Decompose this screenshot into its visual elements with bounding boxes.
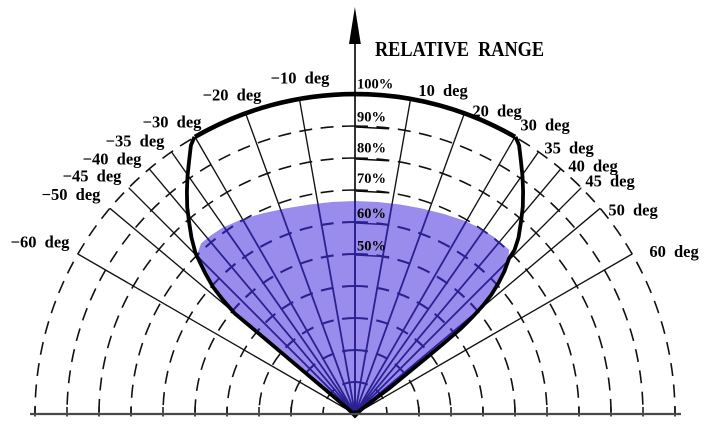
svg-text:90%: 90% [357, 109, 386, 125]
svg-text:30 deg: 30 deg [520, 116, 570, 135]
svg-text:70%: 70% [357, 171, 386, 187]
svg-text:−50 deg: −50 deg [42, 185, 102, 204]
svg-text:80%: 80% [357, 140, 386, 156]
svg-text:60 deg: 60 deg [649, 242, 699, 261]
svg-text:20 deg: 20 deg [472, 102, 522, 121]
svg-text:RELATIVE RANGE: RELATIVE RANGE [375, 37, 544, 61]
svg-text:35 deg: 35 deg [544, 139, 594, 158]
svg-text:60%: 60% [357, 206, 386, 222]
svg-text:−60 deg: −60 deg [11, 233, 71, 252]
svg-text:50 deg: 50 deg [608, 201, 658, 220]
svg-text:10 deg: 10 deg [418, 81, 468, 100]
svg-text:45 deg: 45 deg [585, 172, 635, 191]
svg-text:50%: 50% [357, 239, 386, 255]
svg-text:−20 deg: −20 deg [203, 86, 263, 105]
svg-text:−35 deg: −35 deg [106, 132, 166, 151]
svg-text:100%: 100% [357, 77, 393, 93]
svg-text:−45 deg: −45 deg [63, 167, 123, 186]
svg-text:−10 deg: −10 deg [271, 69, 331, 88]
svg-text:40 deg: 40 deg [568, 157, 618, 176]
svg-text:−30 deg: −30 deg [143, 113, 203, 132]
svg-text:−40 deg: −40 deg [83, 150, 143, 169]
